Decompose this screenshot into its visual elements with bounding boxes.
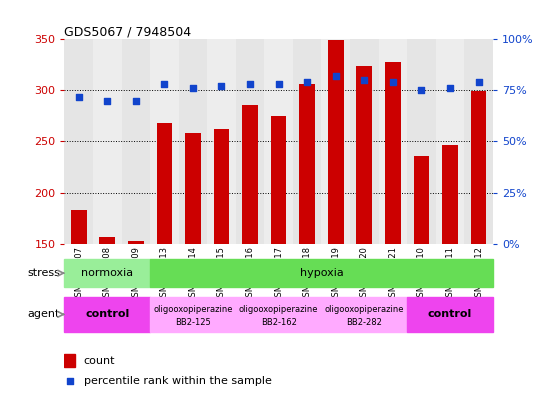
Point <box>74 94 83 100</box>
Point <box>245 81 254 87</box>
Bar <box>185 133 201 244</box>
Bar <box>270 116 287 244</box>
Bar <box>470 92 487 244</box>
Bar <box>350 39 379 244</box>
Text: BB2-162: BB2-162 <box>260 318 297 327</box>
Text: agent: agent <box>28 309 60 320</box>
Point <box>274 81 283 87</box>
Bar <box>150 297 236 332</box>
Bar <box>150 39 179 244</box>
Point <box>302 79 311 85</box>
Bar <box>236 39 264 244</box>
Point <box>131 97 140 104</box>
Text: normoxia: normoxia <box>81 268 133 278</box>
Bar <box>293 39 321 244</box>
Text: BB2-282: BB2-282 <box>346 318 382 327</box>
Bar <box>407 39 436 244</box>
Text: hypoxia: hypoxia <box>300 268 343 278</box>
Point <box>360 77 368 83</box>
Bar <box>379 39 407 244</box>
Bar <box>207 39 236 244</box>
Text: oligooxopiperazine: oligooxopiperazine <box>325 305 404 314</box>
Text: percentile rank within the sample: percentile rank within the sample <box>83 376 272 386</box>
Text: control: control <box>428 309 472 320</box>
Point <box>417 87 426 94</box>
Bar <box>236 297 321 332</box>
Bar <box>93 39 122 244</box>
Text: oligooxopiperazine: oligooxopiperazine <box>153 305 232 314</box>
Point <box>331 73 340 79</box>
Text: oligooxopiperazine: oligooxopiperazine <box>239 305 318 314</box>
Bar <box>436 39 464 244</box>
Point <box>388 79 397 85</box>
Text: BB2-125: BB2-125 <box>175 318 211 327</box>
Bar <box>179 39 207 244</box>
Text: control: control <box>85 309 129 320</box>
Point <box>446 85 455 92</box>
Point <box>66 378 74 384</box>
Bar <box>356 66 372 244</box>
Bar <box>150 259 493 287</box>
Bar <box>64 354 75 367</box>
Bar <box>99 237 115 244</box>
Bar <box>264 39 293 244</box>
Bar <box>64 259 150 287</box>
Text: count: count <box>83 356 115 366</box>
Point <box>103 97 112 104</box>
Bar <box>385 62 401 244</box>
Bar <box>321 297 407 332</box>
Point <box>217 83 226 90</box>
Bar <box>242 105 258 244</box>
Bar <box>442 145 458 244</box>
Bar <box>407 297 493 332</box>
Bar <box>128 241 144 244</box>
Bar <box>64 39 93 244</box>
Text: stress: stress <box>27 268 60 278</box>
Point <box>474 79 483 85</box>
Bar <box>122 39 150 244</box>
Text: GDS5067 / 7948504: GDS5067 / 7948504 <box>64 25 192 38</box>
Point <box>188 85 198 92</box>
Bar <box>64 297 150 332</box>
Bar <box>213 129 230 244</box>
Bar <box>156 123 172 244</box>
Point <box>160 81 169 87</box>
Bar <box>321 39 350 244</box>
Bar <box>328 40 344 244</box>
Bar <box>71 210 87 244</box>
Bar <box>299 84 315 244</box>
Bar <box>464 39 493 244</box>
Bar <box>413 156 430 244</box>
